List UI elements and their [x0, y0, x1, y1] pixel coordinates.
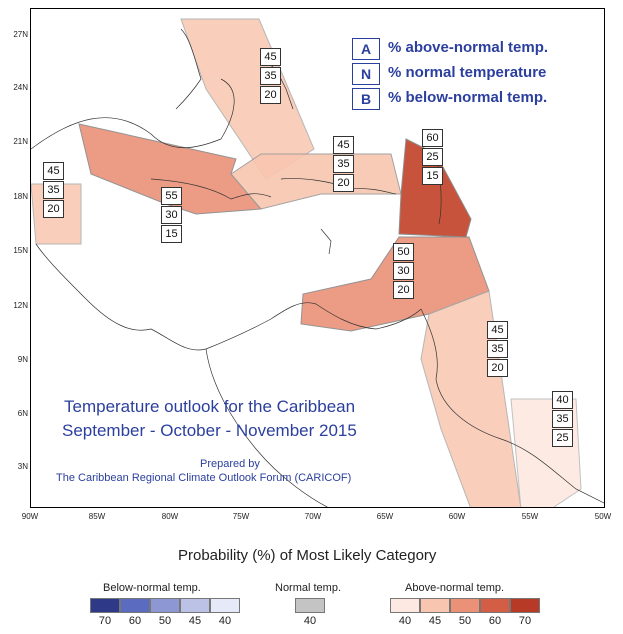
legend-above-value: 40 — [398, 615, 412, 627]
below-prob: 20 — [333, 174, 354, 192]
above-prob: 45 — [487, 321, 508, 339]
legend-below-swatch — [90, 598, 120, 613]
normal-prob: 35 — [333, 155, 354, 173]
x-tick: 75W — [232, 512, 250, 521]
y-tick: 9N — [17, 355, 28, 364]
above-prob: 40 — [552, 391, 573, 409]
legend-above-swatch — [450, 598, 480, 613]
map-frame — [30, 8, 605, 508]
legend-below-value: 50 — [158, 615, 172, 627]
legend-below-value: 45 — [188, 615, 202, 627]
key-letter-normal: N — [352, 63, 380, 85]
credit-forum: The Caribbean Regional Climate Outlook F… — [56, 472, 352, 484]
legend-normal-swatch — [295, 598, 325, 613]
normal-prob: 35 — [43, 181, 64, 199]
y-tick: 12N — [13, 301, 28, 310]
x-tick: 85W — [88, 512, 106, 521]
map-title: Temperature outlook for the Caribbean — [64, 397, 356, 416]
legend-above-swatch — [510, 598, 540, 613]
below-prob: 20 — [260, 86, 281, 104]
below-prob: 15 — [161, 225, 182, 243]
key-letter-above: A — [352, 38, 380, 60]
y-tick: 18N — [13, 192, 28, 201]
y-tick: 6N — [17, 409, 28, 418]
y-tick: 15N — [13, 246, 28, 255]
below-prob: 25 — [552, 429, 573, 447]
normal-prob: 35 — [260, 67, 281, 85]
x-tick: 60W — [448, 512, 466, 521]
normal-prob: 35 — [487, 340, 508, 358]
x-tick: 65W — [376, 512, 394, 521]
legend-above-value: 60 — [488, 615, 502, 627]
legend-below-value: 60 — [128, 615, 142, 627]
legend-normal-value: 40 — [303, 615, 317, 627]
x-tick: 55W — [521, 512, 539, 521]
normal-prob: 35 — [552, 410, 573, 428]
normal-prob: 25 — [422, 148, 443, 166]
legend-below-swatch — [120, 598, 150, 613]
x-tick: 90W — [21, 512, 39, 521]
x-tick: 50W — [594, 512, 612, 521]
map-canvas — [31, 18, 604, 507]
x-tick: 70W — [304, 512, 322, 521]
y-tick: 24N — [13, 83, 28, 92]
legend-below-label: Below-normal temp. — [103, 582, 201, 594]
legend-normal-label: Normal temp. — [275, 582, 342, 594]
below-prob: 20 — [393, 281, 414, 299]
y-tick: 3N — [17, 462, 28, 471]
normal-prob: 30 — [393, 262, 414, 280]
above-prob: 45 — [333, 136, 354, 154]
legend-above-swatch — [390, 598, 420, 613]
x-tick: 80W — [161, 512, 179, 521]
above-prob: 50 — [393, 243, 414, 261]
legend-below-swatch — [180, 598, 210, 613]
above-prob: 60 — [422, 129, 443, 147]
normal-prob: 30 — [161, 206, 182, 224]
below-prob: 20 — [43, 200, 64, 218]
legend-below-value: 40 — [218, 615, 232, 627]
legend-below-swatch — [210, 598, 240, 613]
key-text-above: % above-normal temp. — [388, 39, 549, 56]
legend-above-swatch — [420, 598, 450, 613]
legend-above-value: 50 — [458, 615, 472, 627]
above-prob: 55 — [161, 187, 182, 205]
map-subtitle: September - October - November 2015 — [62, 421, 357, 440]
below-prob: 20 — [487, 359, 508, 377]
key-text-below: % below-normal temp. — [388, 89, 548, 106]
key-text-normal: % normal temperature — [388, 64, 547, 81]
legend-below-swatch — [150, 598, 180, 613]
above-prob: 45 — [260, 48, 281, 66]
legend-title: Probability (%) of Most Likely Category — [178, 547, 437, 564]
credit-prepared: Prepared by — [200, 458, 260, 470]
key-letter-below: B — [352, 88, 380, 110]
above-prob: 45 — [43, 162, 64, 180]
legend-above-label: Above-normal temp. — [405, 582, 505, 594]
zone-hispaniola — [230, 153, 402, 210]
legend-above-value: 45 — [428, 615, 442, 627]
y-tick: 27N — [13, 30, 28, 39]
y-tick: 21N — [13, 137, 28, 146]
legend-below-value: 70 — [98, 615, 112, 627]
legend-above-swatch — [480, 598, 510, 613]
below-prob: 15 — [422, 167, 443, 185]
legend-above-value: 70 — [518, 615, 532, 627]
